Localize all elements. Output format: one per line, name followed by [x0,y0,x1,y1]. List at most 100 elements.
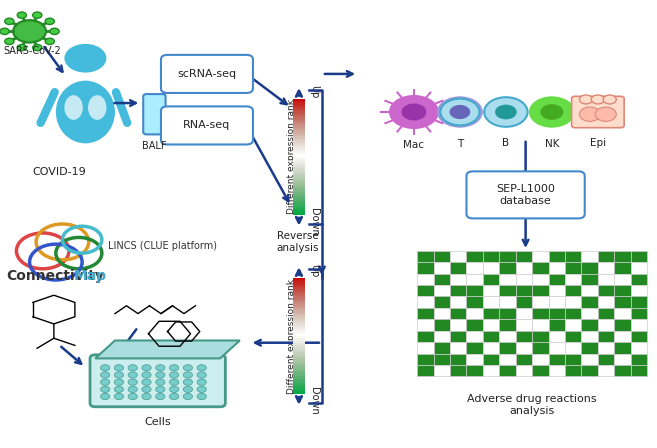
Bar [293,155,305,157]
Ellipse shape [88,95,106,120]
Bar [293,343,305,345]
Circle shape [45,18,55,25]
Bar [565,331,581,342]
Bar [466,319,483,331]
Circle shape [170,365,179,371]
Bar [293,143,305,145]
Bar [614,353,631,365]
Text: scRNA-seq: scRNA-seq [177,69,237,79]
Circle shape [529,96,575,128]
Bar [293,366,305,369]
Circle shape [114,379,124,385]
Bar [293,315,305,317]
Bar [614,365,631,376]
Bar [293,173,305,176]
Bar [417,274,434,285]
FancyBboxPatch shape [143,94,166,134]
Circle shape [45,38,55,44]
Bar [450,331,466,342]
Bar [598,365,614,376]
Bar [293,122,305,124]
Text: ~structural~
formula: ~structural~ formula [31,322,81,341]
Polygon shape [95,340,240,358]
Bar [293,299,305,301]
FancyBboxPatch shape [466,172,585,219]
Bar [532,353,549,365]
Bar [293,362,305,364]
Bar [565,285,581,297]
Bar [434,251,450,262]
Bar [417,353,434,365]
Bar [434,285,450,297]
Bar [434,274,450,285]
FancyBboxPatch shape [161,55,253,93]
Bar [293,112,305,115]
Circle shape [5,38,14,44]
Circle shape [197,379,206,385]
Circle shape [13,20,46,43]
Bar [293,164,305,166]
Bar [614,342,631,353]
Bar [450,342,466,353]
Text: Down: Down [309,387,319,415]
Bar [581,353,598,365]
Bar [293,322,305,324]
Bar [516,274,532,285]
Bar [293,355,305,357]
Bar [532,285,549,297]
Circle shape [170,379,179,385]
Bar [450,308,466,319]
Bar [631,365,647,376]
Bar [466,285,483,297]
Bar [614,308,631,319]
Circle shape [142,393,151,400]
Ellipse shape [56,81,115,143]
Bar [631,353,647,365]
Bar [631,342,647,353]
Text: SEP-L1000
database: SEP-L1000 database [496,184,555,206]
Bar [614,285,631,297]
FancyArrowPatch shape [116,92,127,123]
Circle shape [142,386,151,392]
Text: NK: NK [545,139,559,149]
Circle shape [389,95,439,129]
Bar [532,365,549,376]
Bar [516,308,532,319]
Bar [293,110,305,112]
Text: Different expression rank: Different expression rank [286,99,296,214]
Bar [565,353,581,365]
Bar [293,340,305,343]
Bar [293,145,305,147]
Bar [466,331,483,342]
Circle shape [128,393,137,400]
Bar [565,297,581,308]
Bar [499,308,516,319]
Bar [293,357,305,359]
Bar [499,365,516,376]
Bar [483,365,499,376]
Circle shape [156,372,165,378]
Bar [466,308,483,319]
Circle shape [170,393,179,400]
Text: Reverse
analysis: Reverse analysis [276,231,319,253]
Text: SARS-CoV-2: SARS-CoV-2 [3,46,61,56]
Circle shape [156,379,165,385]
Text: Epi: Epi [590,138,606,148]
Circle shape [156,365,165,371]
Circle shape [170,386,179,392]
Circle shape [101,393,110,400]
Circle shape [170,372,179,378]
Bar [293,131,305,134]
Bar [598,342,614,353]
Text: RNA-seq: RNA-seq [183,121,231,130]
Bar [293,150,305,152]
Bar [483,297,499,308]
Bar [293,390,305,392]
Bar [434,262,450,274]
Circle shape [183,365,193,371]
Circle shape [156,393,165,400]
Bar [293,392,305,394]
Bar [293,369,305,371]
Text: Different expression rank: Different expression rank [286,279,296,393]
Bar [516,319,532,331]
